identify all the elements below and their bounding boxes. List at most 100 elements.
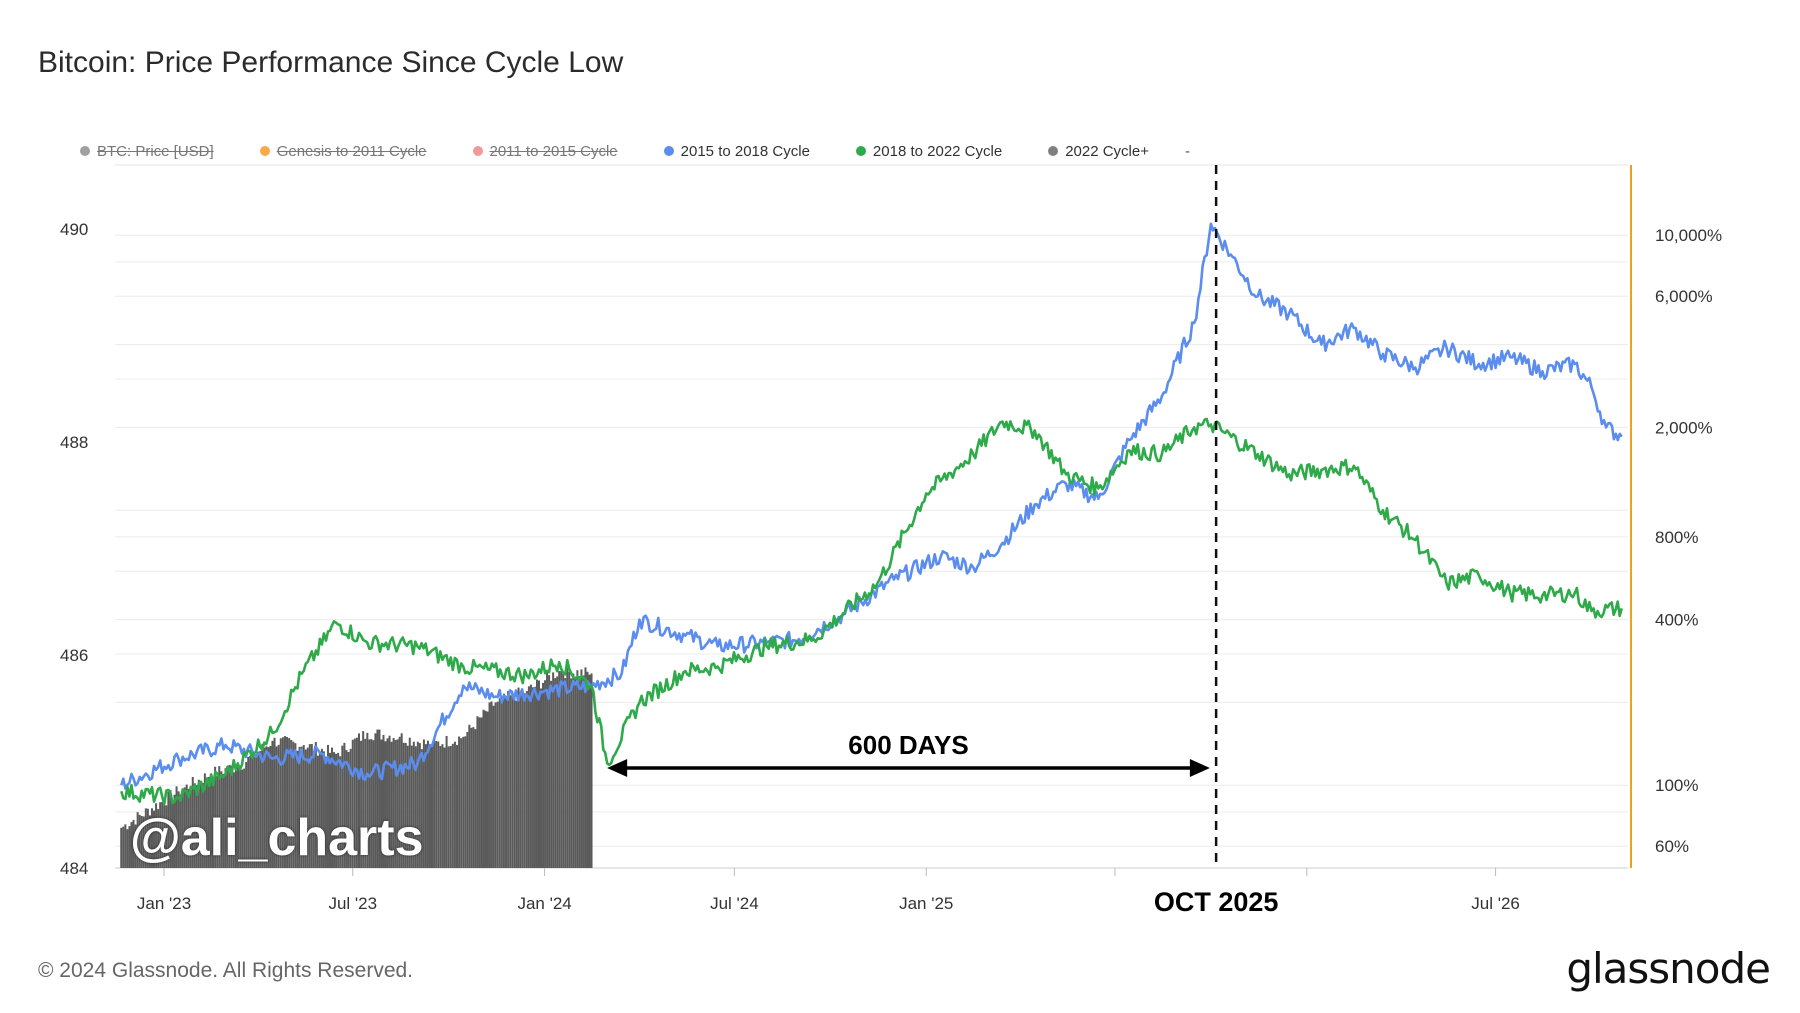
cycle-2022-bar <box>255 753 258 868</box>
cycle-2022-bar <box>552 672 555 868</box>
cycle-2022-bar <box>193 783 196 868</box>
cycle-2022-bar <box>230 765 233 868</box>
cycle-2022-bar <box>519 692 522 868</box>
cycle-2022-bar <box>517 687 520 868</box>
legend-item-2018-to-2022-cycle[interactable]: 2018 to 2022 Cycle <box>855 142 1003 160</box>
cycle-2022-bar <box>175 786 178 868</box>
cycle-2022-bar <box>390 741 393 868</box>
cycle-2022-bar <box>414 746 417 868</box>
series-line-2015-to-2018-cycle <box>120 222 1623 790</box>
cycle-2022-bar <box>531 687 534 868</box>
x-tick-label: Jan '23 <box>137 894 191 913</box>
cycle-2022-bar <box>220 771 223 868</box>
cycle-2022-bar <box>265 746 268 868</box>
cycle-2022-bar <box>566 665 569 868</box>
cycle-2022-bar <box>269 745 272 868</box>
cycle-2022-bar <box>548 675 551 868</box>
cycle-2022-bar <box>494 702 497 868</box>
legend-item-btc-price-usd[interactable]: BTC: Price [USD] <box>80 143 214 160</box>
cycle-2022-bar <box>376 729 379 868</box>
cycle-2022-bar <box>588 674 591 868</box>
legend-item-genesis-to-2011-cycle[interactable]: Genesis to 2011 Cycle <box>259 143 427 160</box>
cycle-2022-bar <box>482 709 485 868</box>
cycle-2022-bar <box>167 791 170 868</box>
cycle-2022-bar <box>492 705 495 868</box>
cycle-2022-bar <box>439 746 442 868</box>
cycle-2022-bar <box>134 824 137 868</box>
cycle-2022-bar <box>279 738 282 868</box>
cycle-2022-bar <box>148 815 151 868</box>
cycle-2022-bar <box>185 784 188 868</box>
cycle-2022-bar <box>308 744 311 868</box>
cycle-2022-bar <box>224 768 227 868</box>
legend-dot-icon <box>855 146 866 156</box>
cycle-2022-bar <box>286 736 289 868</box>
cycle-2022-bar <box>396 739 399 868</box>
cycle-2022-bar <box>322 751 325 868</box>
cycle-2022-bar <box>326 744 329 868</box>
cycle-2022-bar <box>140 816 143 868</box>
cycle-2022-bar <box>218 766 221 868</box>
cycle-2022-bar <box>370 739 373 868</box>
cycle-2022-bar <box>159 802 162 868</box>
cycle-2022-bar <box>486 711 489 868</box>
cycle-2022-bar <box>161 801 164 868</box>
cycle-2022-bar <box>445 735 448 868</box>
cycle-2022-bar <box>464 736 467 868</box>
cycle-2022-bar <box>157 809 160 868</box>
cycle-2022-bar <box>388 735 391 868</box>
cycle-2022-bar <box>212 779 215 868</box>
cycle-2022-bar <box>515 700 518 868</box>
legend-item-2011-to-2015-cycle[interactable]: 2011 to 2015 Cycle <box>472 143 618 160</box>
cycle-2022-bar <box>590 673 593 868</box>
cycle-2022-bar <box>416 741 419 868</box>
cycle-2022-bar <box>259 750 262 868</box>
cycle-2022-bar <box>533 686 536 868</box>
cycle-2022-bar <box>351 739 354 868</box>
cycle-2022-bar <box>476 716 479 868</box>
cycle-2022-bar <box>521 690 524 868</box>
cycle-2022-bar <box>296 750 299 868</box>
cycle-2022-bar <box>456 744 459 868</box>
chart-legend: BTC: Price [USD] Genesis to 2011 Cycle 201… <box>80 140 1190 162</box>
legend-label: BTC: Price [USD] <box>97 142 214 160</box>
cycle-2022-bar <box>310 743 313 868</box>
legend-item-2015-to-2018-cycle[interactable]: 2015 to 2018 Cycle <box>663 142 810 160</box>
cycle-2022-bar <box>183 787 186 868</box>
cycle-2022-bar <box>209 773 212 868</box>
left-axis-tick-label: 490 <box>60 220 88 239</box>
cycle-2022-bar <box>386 738 389 868</box>
legend-label: 2022 Cycle+ <box>1065 142 1149 160</box>
cycle-2022-bar <box>435 740 438 868</box>
cycle-2022-bar <box>257 751 260 868</box>
cycle-2022-bar <box>580 669 583 868</box>
right-axis-tick-label: 400% <box>1655 611 1698 630</box>
cycle-2022-bar <box>273 737 276 868</box>
x-marker-label: OCT 2025 <box>1154 887 1279 917</box>
cycle-2022-bar <box>349 748 352 868</box>
cycle-2022-bar <box>418 743 421 868</box>
cycle-2022-bar <box>392 738 395 868</box>
cycle-2022-bar <box>318 751 321 868</box>
cycle-2022-bar <box>345 750 348 868</box>
left-axis-tick-label: 484 <box>60 859 88 878</box>
right-axis-tick-label: 800% <box>1655 528 1698 547</box>
cycle-2022-bar <box>366 732 369 868</box>
right-axis-tick-label: 6,000% <box>1655 287 1713 306</box>
copyright-footer: © 2024 Glassnode. All Rights Reserved. <box>38 959 414 982</box>
cycle-2022-bar <box>507 691 510 868</box>
cycle-2022-bar <box>216 775 219 868</box>
legend-item-2022-cycle[interactable]: 2022 Cycle+ <box>1048 143 1149 160</box>
cycle-2022-bar <box>420 749 423 868</box>
cycle-2022-bar <box>586 671 589 868</box>
legend-label: 2015 to 2018 Cycle <box>680 142 810 160</box>
cycle-2022-bar <box>251 749 254 868</box>
cycle-2022-bar <box>169 790 172 868</box>
cycle-2022-bar <box>441 744 444 868</box>
legend-label: 2018 to 2022 Cycle <box>872 142 1003 160</box>
cycle-2022-bar <box>234 770 237 868</box>
cycle-2022-bar <box>472 727 475 868</box>
cycle-2022-bar <box>546 671 549 868</box>
cycle-2022-bar <box>554 678 557 868</box>
cycle-2022-bar <box>128 826 131 868</box>
